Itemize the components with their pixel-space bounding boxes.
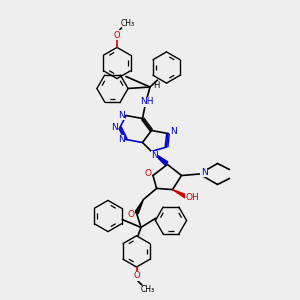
- Text: N: N: [111, 123, 118, 132]
- Text: O: O: [114, 31, 120, 40]
- Text: O: O: [133, 272, 140, 280]
- Text: N: N: [201, 168, 207, 177]
- Polygon shape: [152, 152, 168, 165]
- Text: CH₃: CH₃: [141, 285, 155, 294]
- Text: N: N: [170, 128, 177, 136]
- Polygon shape: [172, 190, 187, 198]
- Text: N: N: [151, 152, 158, 160]
- Text: N: N: [118, 111, 125, 120]
- Text: N: N: [118, 135, 125, 144]
- Text: O: O: [128, 210, 135, 219]
- Text: O: O: [144, 169, 151, 178]
- Text: CH₃: CH₃: [120, 19, 135, 28]
- Text: NH: NH: [140, 98, 154, 106]
- Text: OH: OH: [186, 194, 200, 202]
- Polygon shape: [135, 200, 143, 214]
- Text: H: H: [153, 81, 159, 90]
